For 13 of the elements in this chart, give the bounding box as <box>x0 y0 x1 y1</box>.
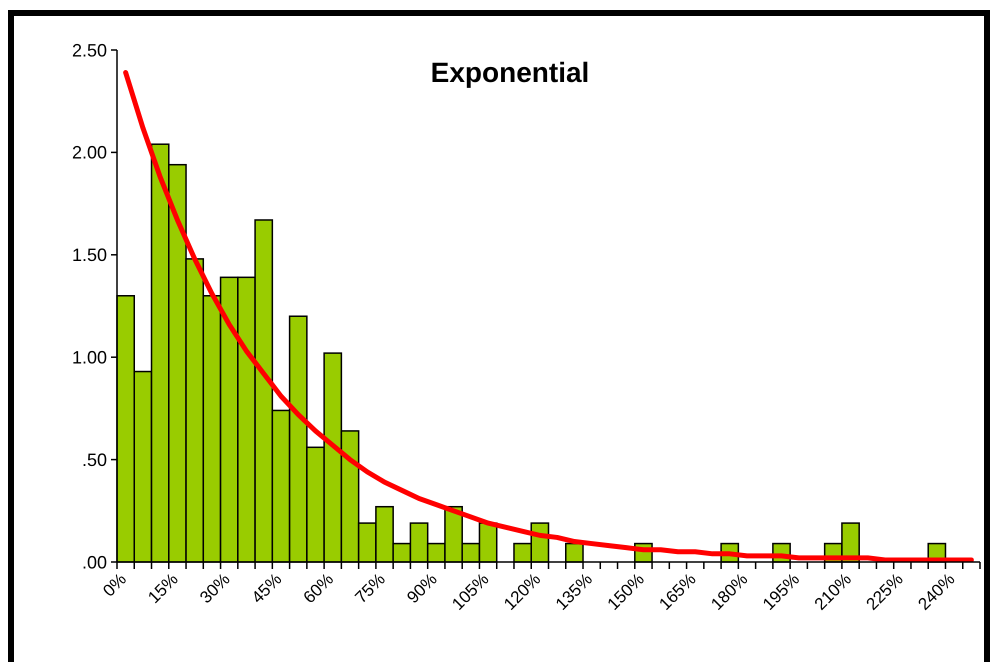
x-tick-label: 90% <box>403 570 441 608</box>
y-tick-label: 2.50 <box>72 40 107 60</box>
x-tick-label: 0% <box>99 570 130 600</box>
chart-title: Exponential <box>430 57 590 88</box>
x-tick-label: 60% <box>300 570 338 608</box>
x-tick-label: 30% <box>196 570 234 608</box>
x-tick-label: 75% <box>351 570 389 608</box>
y-tick-label: .00 <box>82 552 107 572</box>
y-tick-label: 1.50 <box>72 245 107 266</box>
y-tick-label: 2.00 <box>72 142 107 163</box>
y-tick-label: 1.00 <box>72 348 107 368</box>
x-tick-label: 45% <box>248 570 286 608</box>
y-tick-label: .50 <box>82 450 107 470</box>
